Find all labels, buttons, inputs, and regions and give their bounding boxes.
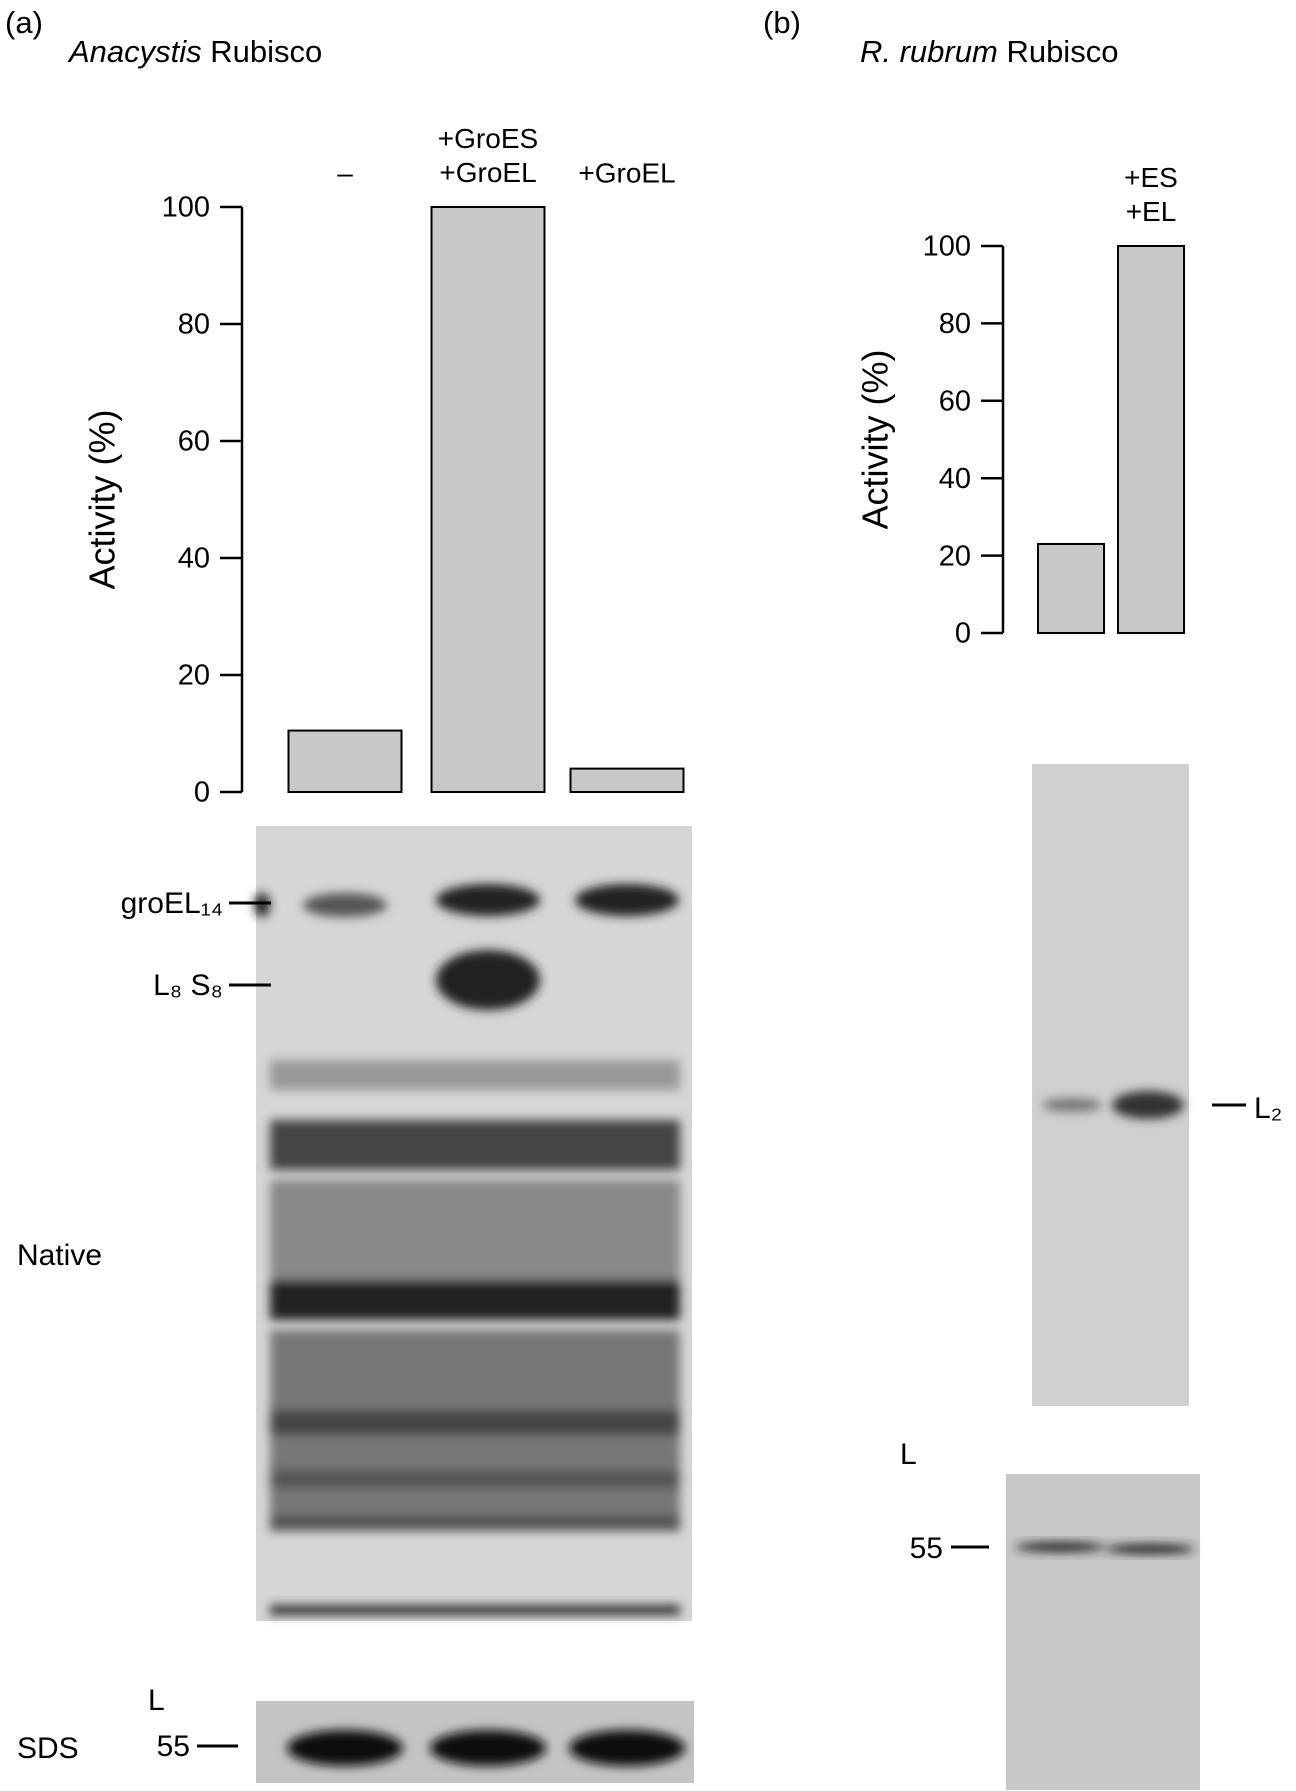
x-category-label: – [337, 157, 353, 188]
native-gel-a [254, 826, 692, 1621]
y-axis-label: Activity (%) [82, 410, 123, 590]
gel-label: 55 [157, 1730, 190, 1763]
chart-title: Anacystis Rubisco [67, 34, 322, 69]
bar [430, 206, 546, 793]
y-tick-label: 0 [194, 777, 210, 809]
x-category-label: +GroEL [578, 157, 675, 188]
gel-label: 55 [910, 1532, 943, 1565]
title-species: R. rubrum [860, 34, 998, 69]
y-tick-label: 80 [178, 309, 210, 341]
gel-label: Native [17, 1239, 102, 1272]
panel-label: (b) [763, 5, 801, 40]
leader-lines [197, 901, 1246, 1748]
y-tick-label: 60 [939, 385, 971, 417]
panel-label: (a) [5, 5, 43, 40]
sds-gel-a [256, 1701, 694, 1783]
y-tick-label: 60 [178, 426, 210, 458]
y-tick-label: 0 [955, 618, 971, 650]
x-category-label: +ES +EL [1124, 162, 1178, 227]
gel-label: groEL₁₄ [121, 887, 223, 920]
title-rest: Rubisco [1006, 34, 1118, 69]
bar [1117, 245, 1185, 634]
title-species: Anacystis [67, 34, 202, 69]
gel-label: L₂ [1254, 1092, 1282, 1125]
y-tick-label: 20 [939, 540, 971, 572]
gel-label: L [900, 1438, 917, 1471]
y-tick-label: 40 [939, 463, 971, 495]
bar [287, 729, 403, 794]
y-axis-label: Activity (%) [855, 350, 896, 530]
bar [1037, 542, 1105, 634]
y-tick-label: 20 [178, 660, 210, 692]
title-rest: Rubisco [210, 34, 322, 69]
sds-gel-b [1006, 1474, 1200, 1790]
y-tick-label: 100 [923, 231, 971, 263]
y-tick-label: 40 [178, 543, 210, 575]
y-tick-label: 100 [162, 192, 210, 224]
gel-label: SDS [17, 1732, 79, 1765]
bar [569, 767, 685, 793]
gel-label: L [148, 1684, 165, 1717]
gel-label: L₈ S₈ [153, 969, 223, 1002]
native-gel-b [1032, 764, 1189, 1406]
x-category-label: +GroES +GroEL [438, 123, 538, 188]
y-tick-label: 80 [939, 308, 971, 340]
chart-title: R. rubrum Rubisco [860, 34, 1118, 69]
